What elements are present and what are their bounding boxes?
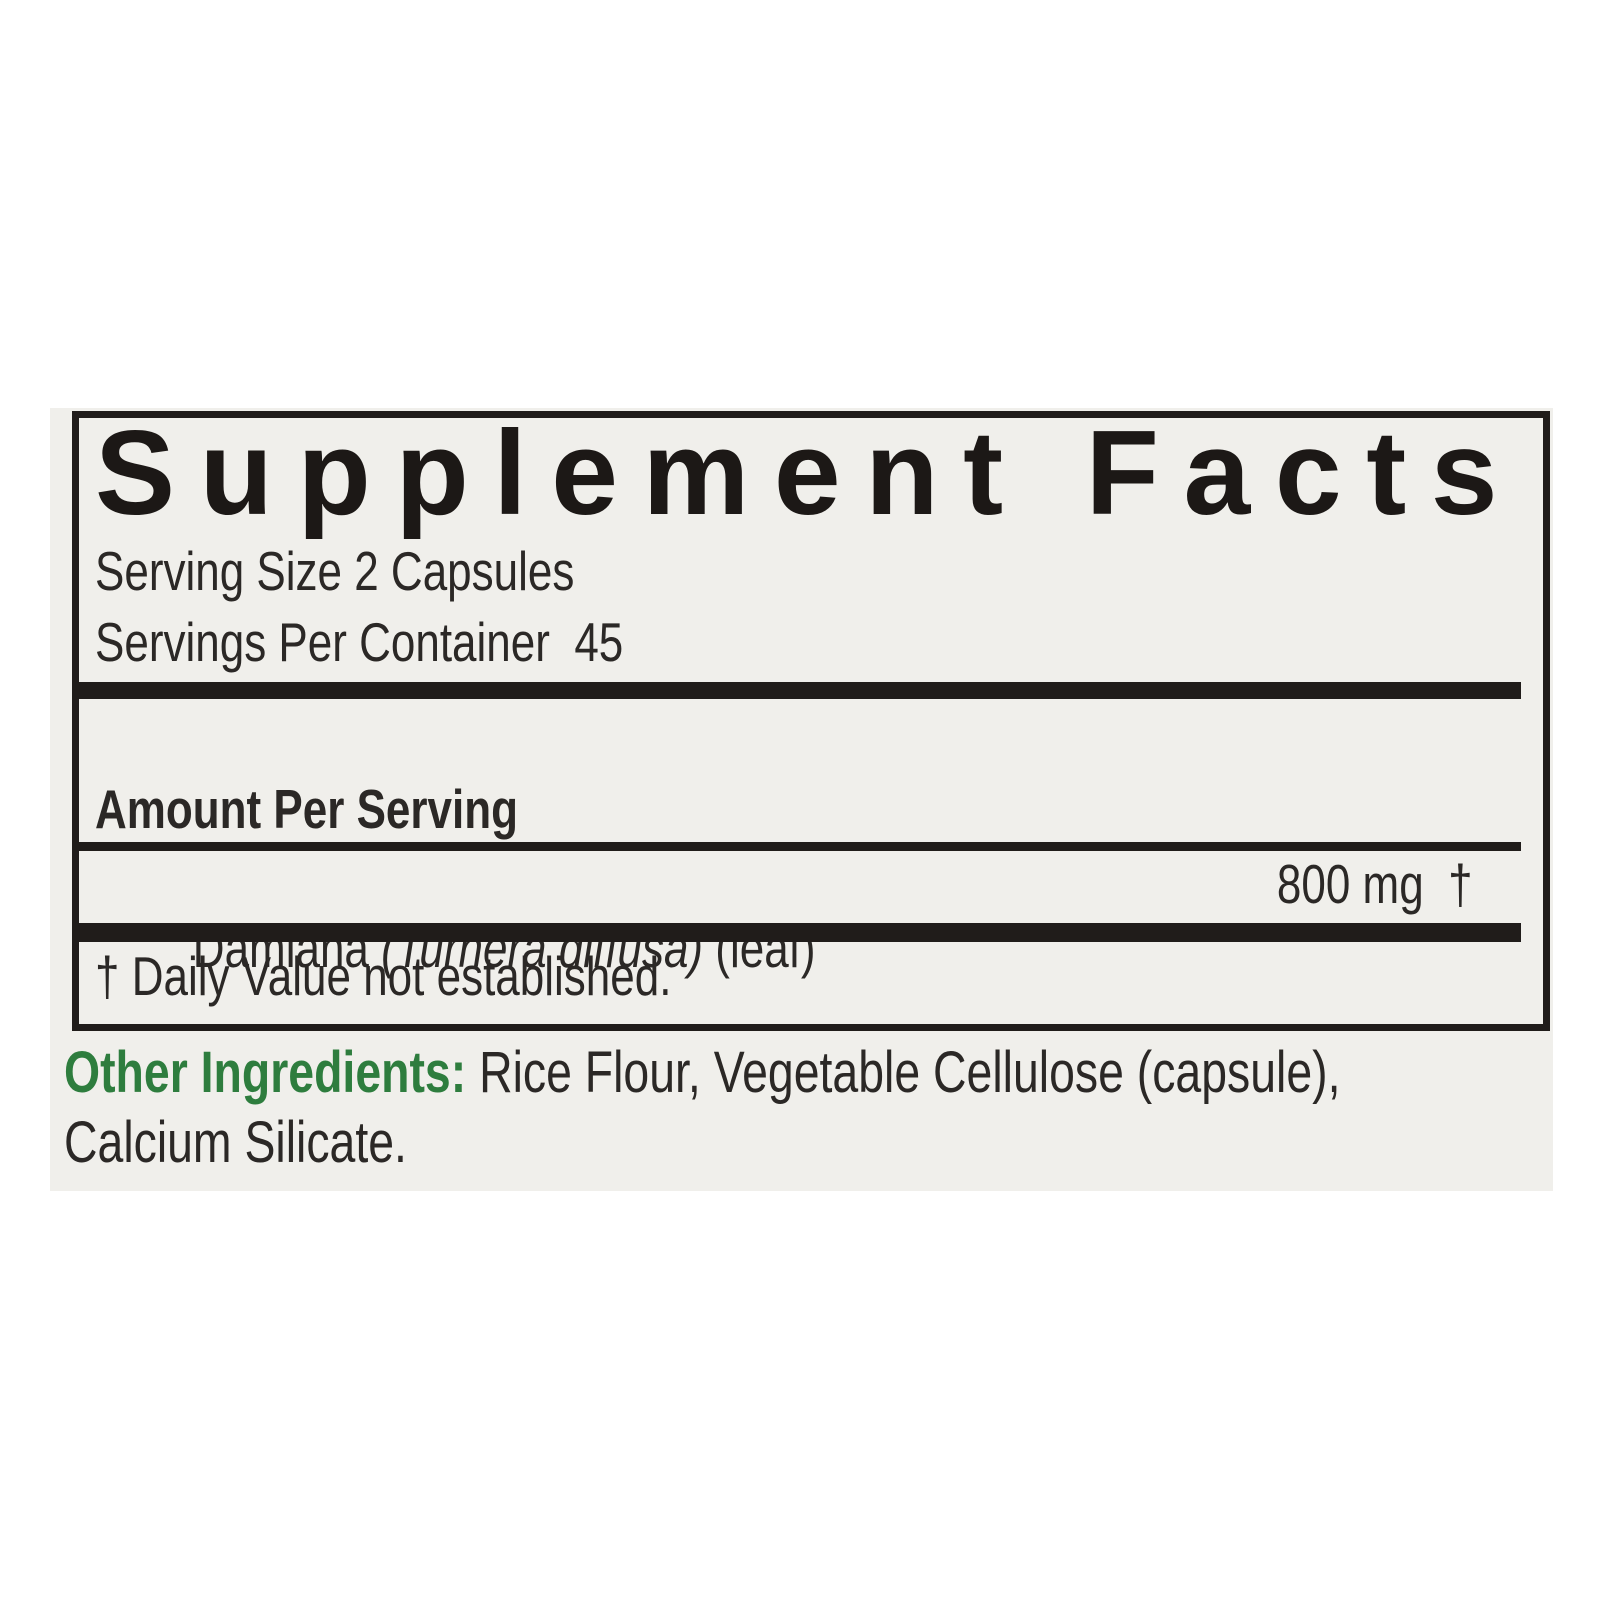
ingredient-amount: 800 mg † [1277,853,1473,915]
facts-title: Supplement Facts [95,406,1523,540]
daily-value-footnote: † Daily Value not established. [95,945,672,1007]
other-ingredients-heading: Other Ingredients: [64,1040,467,1105]
other-ingredients-text: Rice Flour, Vegetable Cellulose (capsule… [466,1040,1341,1105]
facts-box: Supplement Facts Serving Size 2 Capsules… [72,406,1550,1031]
amount-per-serving-heading: Amount Per Serving [95,778,518,840]
serving-size: Serving Size 2 Capsules [95,540,575,602]
divider-thick-top [79,682,1521,699]
other-ingredients-line1: Other Ingredients: Rice Flour, Vegetable… [64,1039,1341,1106]
servings-per-container: Servings Per Container 45 [95,611,624,673]
other-ingredients-line2: Calcium Silicate. [64,1110,407,1175]
divider-thin [79,842,1521,851]
supplement-facts-label: Supplement Facts Serving Size 2 Capsules… [50,406,1553,1191]
divider-thick-bottom [79,923,1521,942]
